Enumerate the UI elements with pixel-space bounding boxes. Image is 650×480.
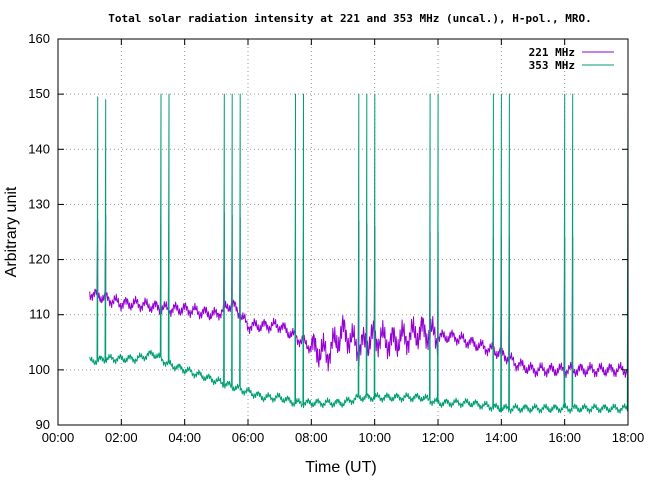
y-tick-label: 160: [28, 31, 50, 46]
y-tick-label: 100: [28, 362, 50, 377]
series-line-353-mhz: [89, 93, 629, 414]
x-axis-label: Time (UT): [305, 459, 376, 476]
x-tick-label: 00:00: [42, 430, 75, 445]
x-tick-label: 06:00: [232, 430, 265, 445]
x-tick-label: 04:00: [168, 430, 201, 445]
x-tick-label: 12:00: [422, 430, 455, 445]
x-tick-label: 02:00: [105, 430, 138, 445]
chart-title: Total solar radiation intensity at 221 a…: [108, 12, 591, 25]
y-tick-label: 150: [28, 86, 50, 101]
legend-label: 221 MHz: [529, 46, 575, 59]
y-axis-ticks: 90 100 110 120 130 140 150 160: [28, 31, 628, 432]
y-axis-label: Arbitrary unit: [3, 186, 20, 277]
y-tick-label: 140: [28, 141, 50, 156]
x-axis-ticks: 00:00 02:00 04:00 06:00 08:00 10:00 12:00 14:00…: [42, 39, 645, 445]
y-tick-label: 130: [28, 196, 50, 211]
y-tick-label: 120: [28, 252, 50, 267]
series-layer: [89, 93, 629, 414]
x-tick-label: 16:00: [548, 430, 581, 445]
y-tick-label: 110: [29, 307, 50, 322]
legend-label: 353 MHz: [529, 59, 575, 72]
plot-frame: [57, 38, 629, 426]
y-tick-label: 90: [36, 417, 50, 432]
x-tick-label: 10:00: [358, 430, 391, 445]
x-tick-label: 08:00: [295, 430, 328, 445]
x-tick-label: 14:00: [485, 430, 518, 445]
x-tick-label: 18:00: [612, 430, 645, 445]
